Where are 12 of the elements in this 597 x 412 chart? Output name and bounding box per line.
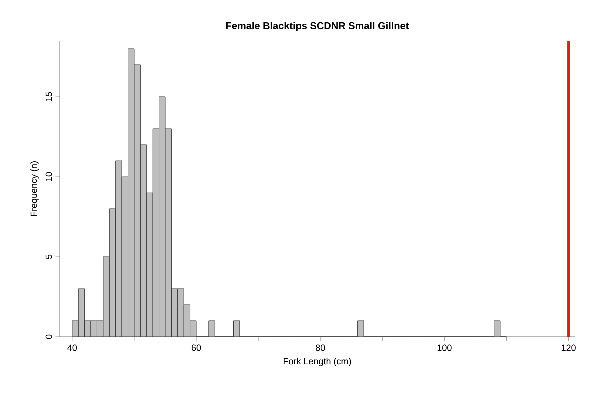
- x-tick-label: 120: [562, 344, 576, 352]
- y-tick-label: 5: [46, 254, 52, 260]
- x-tick-label: 40: [68, 344, 78, 352]
- y-tick-label: 0: [46, 334, 52, 340]
- x-tick-label: 60: [192, 344, 202, 352]
- x-axis-title: Fork Length (cm): [284, 358, 352, 366]
- x-tick-label: 100: [438, 344, 452, 352]
- y-axis-title: Frequency (n): [30, 162, 39, 216]
- y-tick-label: 10: [46, 172, 52, 182]
- y-tick-label: 15: [46, 92, 52, 102]
- x-tick-label: 80: [316, 344, 326, 352]
- chart-title: Female Blacktips SCDNR Small Gillnet: [226, 22, 410, 32]
